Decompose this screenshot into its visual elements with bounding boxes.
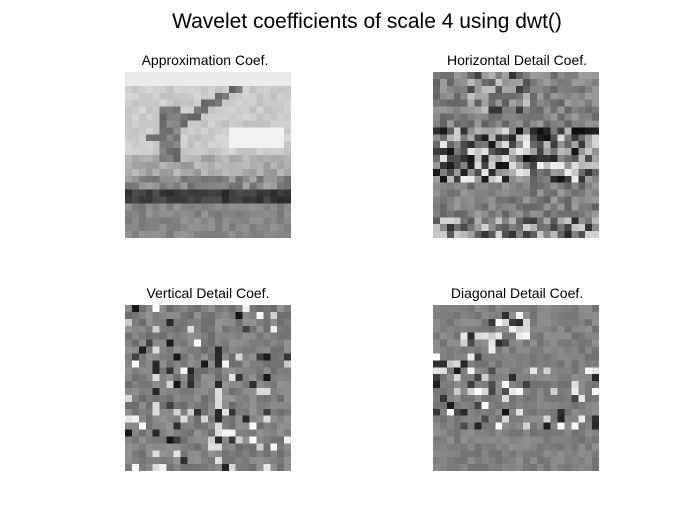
panel-approximation: Approximation Coef. bbox=[85, 52, 325, 242]
panel-horizontal: Horizontal Detail Coef. bbox=[397, 52, 637, 242]
figure-title: Wavelet coefficients of scale 4 using dw… bbox=[172, 10, 562, 33]
panel-title: Approximation Coef. bbox=[141, 52, 269, 68]
panel-title: Diagonal Detail Coef. bbox=[450, 285, 584, 301]
diagonal-detail-image bbox=[433, 305, 599, 471]
vertical-detail-image bbox=[125, 305, 291, 471]
panel-diagonal: Diagonal Detail Coef. bbox=[397, 285, 637, 475]
panel-title: Horizontal Detail Coef. bbox=[446, 52, 588, 68]
panel-vertical: Vertical Detail Coef. bbox=[88, 285, 328, 475]
panel-title: Vertical Detail Coef. bbox=[146, 285, 270, 301]
horizontal-detail-image bbox=[433, 72, 599, 238]
approximation-image bbox=[125, 72, 291, 238]
